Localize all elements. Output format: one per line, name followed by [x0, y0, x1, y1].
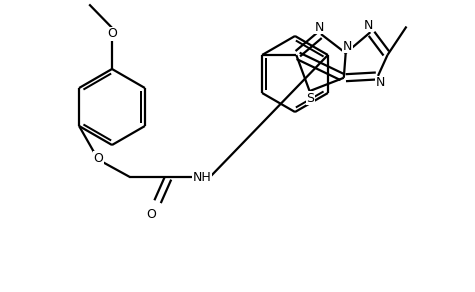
Text: O: O	[146, 208, 156, 221]
Text: NH: NH	[192, 171, 211, 184]
Text: O: O	[93, 152, 103, 165]
Text: S: S	[306, 92, 314, 105]
Text: N: N	[375, 77, 385, 89]
Text: O: O	[107, 27, 117, 40]
Text: N: N	[343, 40, 352, 53]
Text: N: N	[364, 19, 373, 32]
Text: N: N	[314, 21, 323, 34]
